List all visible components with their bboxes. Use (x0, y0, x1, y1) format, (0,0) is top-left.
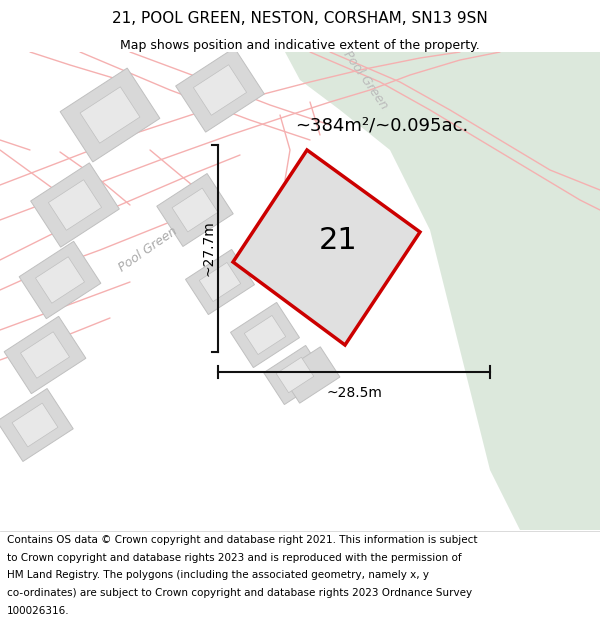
Polygon shape (60, 68, 160, 162)
Text: 21, POOL GREEN, NESTON, CORSHAM, SN13 9SN: 21, POOL GREEN, NESTON, CORSHAM, SN13 9S… (112, 11, 488, 26)
Polygon shape (244, 316, 286, 354)
Polygon shape (199, 262, 241, 301)
Polygon shape (0, 389, 73, 461)
Polygon shape (4, 316, 86, 394)
Text: to Crown copyright and database rights 2023 and is reproduced with the permissio: to Crown copyright and database rights 2… (7, 552, 462, 562)
Polygon shape (19, 241, 101, 319)
Polygon shape (285, 52, 600, 530)
Polygon shape (20, 332, 70, 378)
Polygon shape (35, 257, 85, 303)
Text: Pool Green: Pool Green (116, 225, 180, 275)
Text: Contains OS data © Crown copyright and database right 2021. This information is : Contains OS data © Crown copyright and d… (7, 535, 478, 545)
Polygon shape (157, 174, 233, 246)
Text: ~28.5m: ~28.5m (326, 386, 382, 400)
Text: 21: 21 (319, 226, 358, 254)
Polygon shape (263, 346, 326, 404)
Polygon shape (280, 347, 340, 403)
Polygon shape (31, 163, 119, 247)
Text: 100026316.: 100026316. (7, 606, 70, 616)
Polygon shape (230, 302, 299, 368)
Polygon shape (176, 48, 265, 132)
Text: ~384m²/~0.095ac.: ~384m²/~0.095ac. (295, 116, 468, 134)
Polygon shape (276, 357, 314, 392)
Text: Pool Green: Pool Green (340, 48, 390, 112)
Polygon shape (193, 65, 247, 115)
Polygon shape (12, 403, 58, 447)
Text: HM Land Registry. The polygons (including the associated geometry, namely x, y: HM Land Registry. The polygons (includin… (7, 571, 429, 581)
Text: co-ordinates) are subject to Crown copyright and database rights 2023 Ordnance S: co-ordinates) are subject to Crown copyr… (7, 588, 472, 598)
Text: Map shows position and indicative extent of the property.: Map shows position and indicative extent… (120, 39, 480, 52)
Polygon shape (233, 150, 420, 345)
Polygon shape (253, 219, 317, 281)
Text: ~27.7m: ~27.7m (201, 221, 215, 276)
Polygon shape (49, 180, 101, 230)
Polygon shape (80, 87, 140, 143)
Polygon shape (185, 249, 254, 314)
Polygon shape (172, 188, 218, 232)
